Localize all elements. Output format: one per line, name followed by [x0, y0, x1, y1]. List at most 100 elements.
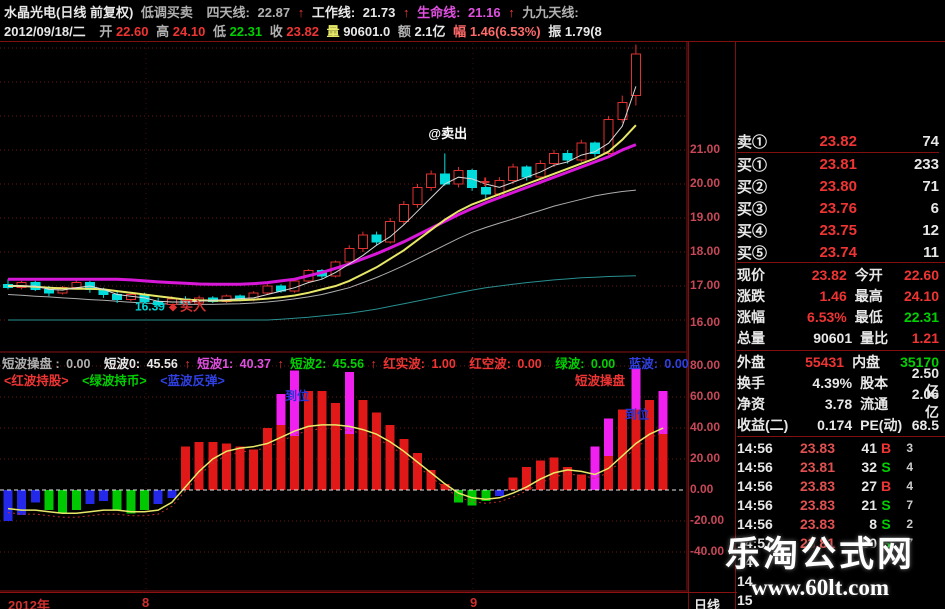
life-line-label: 生命线: [417, 5, 461, 20]
price-tick: 17.00 [690, 278, 721, 292]
order-book-row-sell1[interactable]: 卖① 23.82 74 [737, 130, 939, 153]
trade-side: S [881, 496, 891, 513]
quote-value: 1.46 [819, 288, 847, 305]
indicator-tick: 60.00 [690, 389, 721, 403]
order-label: 卖① [737, 133, 768, 151]
period-selector[interactable]: 日线 [694, 598, 721, 609]
order-qty: 11 [923, 243, 939, 261]
amplitude-value: 1.79(8 [564, 24, 602, 39]
trade-price: 23.81 [799, 534, 835, 551]
panel-divider [737, 350, 945, 351]
wave2-value: 45.56 [332, 357, 365, 371]
quote-label: 内盘 [852, 354, 881, 371]
panel-divider [737, 436, 945, 437]
order-price: 23.75 [819, 221, 857, 239]
trade-volume: 8 [869, 515, 877, 532]
tag-green-cash: <绿波持币> [82, 374, 147, 388]
quote-label: 外盘 [737, 354, 765, 371]
order-price: 23.81 [819, 155, 857, 173]
order-label: 买① [737, 156, 768, 174]
trade-row: 14 [737, 552, 939, 571]
quote-row: 涨幅 6.53% 最低 22.31 [737, 307, 939, 328]
work-line-value: 21.73 [362, 5, 396, 20]
watermark-url: www.60lt.com [751, 574, 889, 600]
close-label: 收 [269, 24, 283, 39]
quote-label: 净资 [737, 395, 765, 412]
trade-time: 15 [737, 591, 753, 608]
trade-side: S [881, 534, 891, 551]
low-value: 22.31 [229, 24, 263, 39]
price-tick: 18.00 [690, 244, 721, 258]
quote-value: 23.82 [811, 267, 847, 284]
life-line-value: 21.16 [468, 5, 501, 20]
header-line-2: 2012/09/18/二 开 22.60 高 24.10 低 22.31 收 2… [4, 21, 606, 40]
indicator-tick: 80.00 [690, 358, 721, 372]
volume-label: 量 [326, 24, 340, 39]
quote-value: 2.06亿 [911, 386, 939, 420]
quote-row: 净资 3.78 流通 2.06亿 [737, 386, 939, 420]
quote-label: 收益(二) [737, 416, 789, 433]
wave0-arrow: ↑ [184, 357, 191, 371]
svg-text:+: + [480, 172, 490, 191]
watermark: 乐淘公式网 www.60lt.com [698, 535, 942, 600]
order-book-row-buy4[interactable]: 买④ 23.75 12 [737, 219, 939, 241]
trade-row: 14:57 23.81 50 S 7 [737, 533, 939, 552]
quote-label: 总量 [737, 329, 765, 346]
trade-volume: 50 [861, 534, 877, 551]
open-label: 开 [99, 24, 113, 39]
trade-row: 14:56 23.83 8 S 2 [737, 514, 939, 533]
order-qty: 6 [930, 199, 939, 217]
price-tick: 21.00 [690, 142, 721, 156]
indicator-tick: -20.00 [690, 513, 725, 527]
order-book-row-buy5[interactable]: 买⑤ 23.74 11 [737, 241, 939, 263]
trade-volume: 41 [861, 439, 877, 456]
trade-side: S [881, 458, 891, 475]
trade-price: 23.81 [799, 458, 835, 475]
x-axis-bar: 2012年 8 9 日线 [0, 592, 737, 609]
work-line-label: 工作线: [311, 5, 356, 20]
order-book-row-buy3[interactable]: 买③ 23.76 6 [737, 197, 939, 219]
quote-label: 涨幅 [737, 308, 765, 325]
panel-divider [737, 262, 945, 263]
x-tick-month8: 8 [142, 595, 150, 609]
trade-time: 14 [737, 553, 753, 570]
trade-volume: 21 [861, 496, 877, 513]
quote-label: 换手 [737, 375, 765, 392]
order-price: 23.74 [819, 243, 857, 261]
quote-block-a: 现价 23.82 今开 22.60 涨跌 1.46 最高 24.10 涨幅 6.… [737, 265, 939, 348]
quote-value: 1.21 [911, 329, 939, 346]
blue-wave-label: 蓝波: [628, 357, 658, 371]
trade-time: 14:56 [737, 458, 773, 475]
indicator-overlay-label: 短波操盘 [575, 374, 626, 388]
order-book-row-buy1[interactable]: 买① 23.81 233 [737, 153, 939, 175]
quote-label: 流通 [860, 395, 889, 412]
close-value: 23.82 [286, 24, 319, 39]
price-tick: 19.00 [690, 210, 721, 224]
wave0-value: 45.56 [146, 357, 178, 371]
trade-count: 7 [906, 497, 913, 512]
axis-panel-divider [735, 41, 736, 609]
wave2-arrow: ↑ [370, 357, 377, 371]
quote-label: 今开 [854, 267, 883, 284]
trade-time: 14 [737, 572, 753, 589]
green-wave-label: 绿波: [555, 357, 585, 371]
trades-list[interactable]: 14:56 23.83 41 B 3 14:56 23.81 32 S 4 14… [737, 438, 939, 609]
amount-label: 额 [397, 24, 411, 39]
quote-row: 总量 90601 量比 1.21 [737, 327, 939, 348]
order-book-row-buy2[interactable]: 买② 23.80 71 [737, 175, 939, 197]
red-empty-wave-value: 0.00 [517, 357, 542, 371]
indicator-bars-group [3, 369, 668, 521]
indicator-tick: 0.00 [690, 482, 714, 496]
trade-side: B [880, 439, 892, 456]
ma4-value: 22.87 [257, 5, 291, 20]
quote-label: 涨跌 [737, 288, 765, 305]
order-price: 23.80 [819, 177, 857, 195]
quote-label: 最高 [854, 288, 883, 305]
quote-value: 4.39% [812, 375, 853, 392]
high-value: 24.10 [172, 24, 206, 39]
date-label: 2012/09/18/二 [4, 24, 86, 39]
trade-side: B [880, 477, 892, 494]
order-price: 23.76 [819, 199, 857, 217]
